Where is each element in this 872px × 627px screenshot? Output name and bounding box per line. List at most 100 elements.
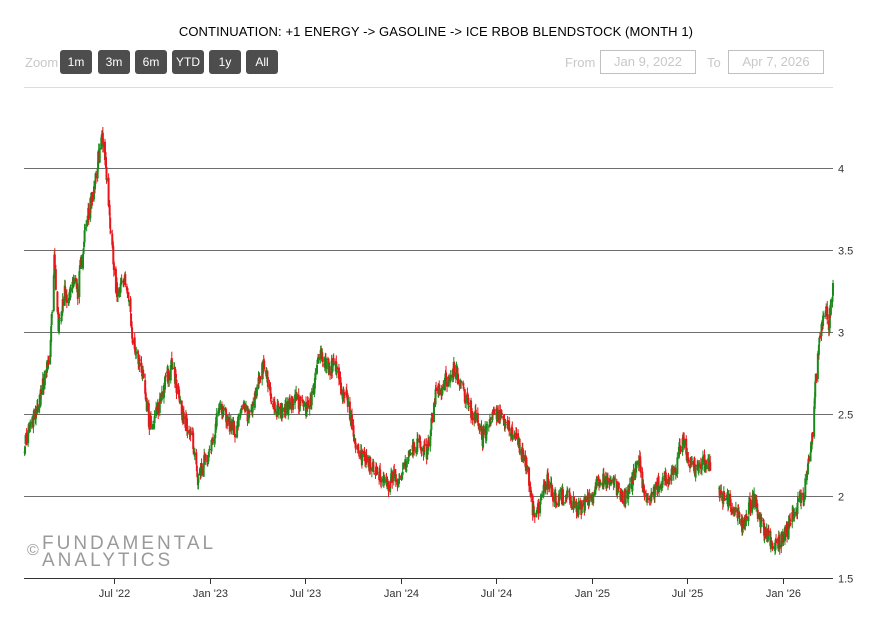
candle-down[interactable] bbox=[506, 420, 509, 429]
candle-down[interactable] bbox=[226, 420, 229, 425]
candle-up[interactable] bbox=[243, 403, 246, 405]
candle-up[interactable] bbox=[434, 389, 437, 405]
candle-up[interactable] bbox=[242, 401, 245, 409]
candle-down[interactable] bbox=[648, 498, 651, 501]
candle-down[interactable] bbox=[639, 465, 642, 473]
candle-down[interactable] bbox=[111, 233, 114, 245]
candle-down[interactable] bbox=[476, 413, 479, 423]
candle-down[interactable] bbox=[259, 377, 262, 379]
candle-down[interactable] bbox=[547, 478, 550, 485]
candle-down[interactable] bbox=[343, 394, 346, 396]
candle-down[interactable] bbox=[703, 454, 706, 472]
candle-down[interactable] bbox=[386, 479, 389, 483]
candle-up[interactable] bbox=[625, 490, 628, 493]
candle-down[interactable] bbox=[435, 387, 438, 392]
candle-down[interactable] bbox=[379, 469, 382, 479]
candle-down[interactable] bbox=[396, 479, 399, 486]
candle-up[interactable] bbox=[781, 535, 784, 544]
zoom-ytd-button[interactable]: YTD bbox=[172, 50, 204, 74]
candle-down[interactable] bbox=[477, 425, 480, 428]
candle-up[interactable] bbox=[323, 357, 326, 367]
candle-up[interactable] bbox=[546, 474, 549, 490]
candle-up[interactable] bbox=[397, 483, 400, 485]
candle-down[interactable] bbox=[124, 274, 127, 285]
candle-up[interactable] bbox=[28, 428, 31, 432]
candle-down[interactable] bbox=[471, 412, 474, 421]
candle-down[interactable] bbox=[297, 394, 300, 409]
candle-down[interactable] bbox=[786, 522, 789, 537]
candle-down[interactable] bbox=[467, 397, 470, 405]
candle-up[interactable] bbox=[208, 449, 211, 451]
candle-down[interactable] bbox=[771, 545, 774, 550]
candle-down[interactable] bbox=[342, 391, 345, 393]
candle-down[interactable] bbox=[818, 335, 821, 339]
candle-up[interactable] bbox=[690, 458, 693, 460]
candle-down[interactable] bbox=[480, 425, 483, 435]
candle-down[interactable] bbox=[363, 451, 366, 458]
candle-down[interactable] bbox=[529, 482, 532, 490]
candle-up[interactable] bbox=[727, 494, 730, 508]
candle-down[interactable] bbox=[241, 408, 244, 410]
candle-up[interactable] bbox=[160, 399, 163, 401]
candle-up[interactable] bbox=[213, 437, 216, 444]
candle-down[interactable] bbox=[269, 386, 272, 396]
candle-down[interactable] bbox=[307, 400, 310, 408]
candle-up[interactable] bbox=[295, 391, 298, 393]
candle-down[interactable] bbox=[42, 378, 45, 383]
candle-down[interactable] bbox=[337, 367, 340, 380]
candle-up[interactable] bbox=[566, 490, 569, 492]
candle-down[interactable] bbox=[446, 382, 449, 387]
candle-up[interactable] bbox=[251, 401, 254, 412]
candle-down[interactable] bbox=[336, 367, 339, 369]
candle-down[interactable] bbox=[122, 281, 125, 283]
candle-down[interactable] bbox=[518, 438, 521, 453]
candle-up[interactable] bbox=[262, 360, 265, 374]
candle-down[interactable] bbox=[391, 471, 394, 483]
candle-up[interactable] bbox=[470, 412, 473, 417]
candle-down[interactable] bbox=[361, 451, 364, 454]
candle-up[interactable] bbox=[24, 435, 27, 445]
candle-up[interactable] bbox=[791, 508, 794, 510]
candle-up[interactable] bbox=[43, 370, 46, 386]
candle-down[interactable] bbox=[590, 495, 593, 499]
candle-up[interactable] bbox=[807, 458, 810, 464]
candle-down[interactable] bbox=[533, 514, 536, 518]
candle-down[interactable] bbox=[551, 488, 554, 497]
candle-up[interactable] bbox=[700, 470, 703, 472]
candle-down[interactable] bbox=[453, 363, 456, 372]
candle-down[interactable] bbox=[614, 478, 617, 480]
candle-up[interactable] bbox=[719, 491, 722, 497]
candle-down[interactable] bbox=[756, 509, 759, 519]
candle-down[interactable] bbox=[75, 279, 78, 284]
candle-up[interactable] bbox=[565, 495, 568, 501]
candle-up[interactable] bbox=[401, 471, 404, 476]
candle-up[interactable] bbox=[167, 370, 170, 383]
candle-up[interactable] bbox=[285, 402, 288, 413]
candle-up[interactable] bbox=[465, 394, 468, 404]
candle-down[interactable] bbox=[389, 482, 392, 484]
candle-down[interactable] bbox=[157, 402, 160, 414]
candle-up[interactable] bbox=[814, 382, 817, 398]
candle-down[interactable] bbox=[259, 378, 262, 380]
candle-down[interactable] bbox=[655, 481, 658, 490]
candle-up[interactable] bbox=[430, 418, 433, 431]
candle-up[interactable] bbox=[244, 404, 247, 409]
candle-up[interactable] bbox=[613, 480, 616, 482]
candle-up[interactable] bbox=[383, 477, 386, 479]
candle-up[interactable] bbox=[658, 485, 661, 492]
candle-down[interactable] bbox=[667, 477, 670, 484]
zoom-all-button[interactable]: All bbox=[246, 50, 278, 74]
candle-up[interactable] bbox=[347, 401, 350, 407]
candle-up[interactable] bbox=[160, 391, 163, 401]
candle-up[interactable] bbox=[402, 462, 405, 470]
candle-down[interactable] bbox=[177, 386, 180, 389]
candle-up[interactable] bbox=[429, 436, 432, 447]
candle-up[interactable] bbox=[174, 376, 177, 384]
candle-down[interactable] bbox=[770, 540, 773, 543]
candle-down[interactable] bbox=[521, 448, 524, 450]
candle-down[interactable] bbox=[332, 358, 335, 365]
candle-up[interactable] bbox=[540, 498, 543, 500]
candle-up[interactable] bbox=[800, 493, 803, 503]
candle-up[interactable] bbox=[434, 404, 437, 406]
candle-down[interactable] bbox=[111, 243, 114, 249]
